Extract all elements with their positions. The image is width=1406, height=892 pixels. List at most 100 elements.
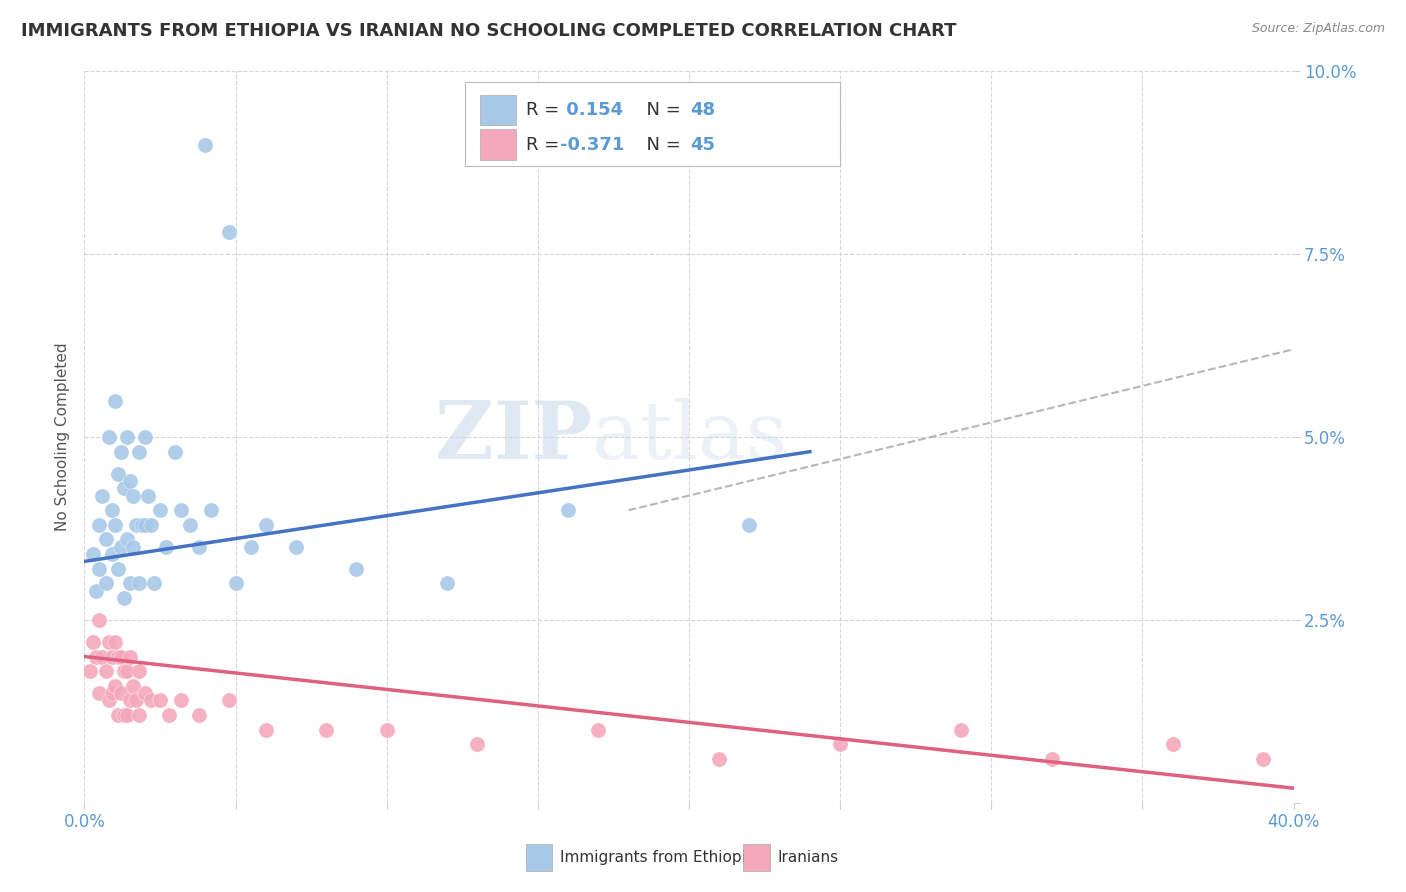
Point [128,664,150,678]
Point [100,686,122,700]
Point [79,664,101,678]
Point [165,444,187,458]
Text: 45: 45 [690,136,716,153]
Point [115,533,138,547]
Point [104,517,127,532]
Bar [744,845,770,871]
Point [94,664,117,678]
Point [115,708,138,723]
Point [107,649,129,664]
Text: 48: 48 [690,101,716,120]
Point [89,517,111,532]
Point [1161,737,1184,751]
Point [131,517,153,532]
Point [115,664,138,678]
Point [200,503,222,517]
Point [155,540,177,554]
Point [112,664,135,678]
Point [118,693,141,707]
Bar [479,95,516,126]
Text: atlas: atlas [592,398,787,476]
Point [194,137,217,152]
Point [142,576,165,591]
Point [134,517,156,532]
Point [118,649,141,664]
Point [225,576,247,591]
Point [254,723,277,737]
Point [118,474,141,488]
Point [89,613,111,627]
Point [1040,752,1063,766]
FancyBboxPatch shape [465,82,841,167]
Point [94,533,117,547]
Point [107,708,129,723]
Point [188,708,211,723]
Point [134,430,156,444]
Bar [479,129,516,160]
Point [315,723,337,737]
Point [112,591,135,605]
Point [436,576,458,591]
Point [112,708,135,723]
Point [110,686,132,700]
Point [136,489,159,503]
Point [91,489,114,503]
Y-axis label: No Schooling Completed: No Schooling Completed [55,343,70,532]
Text: 0.154: 0.154 [560,101,623,120]
Text: N =: N = [634,136,686,153]
Point [100,649,122,664]
Text: R =: R = [526,136,565,153]
Point [170,693,193,707]
Point [128,444,150,458]
Text: IMMIGRANTS FROM ETHIOPIA VS IRANIAN NO SCHOOLING COMPLETED CORRELATION CHART: IMMIGRANTS FROM ETHIOPIA VS IRANIAN NO S… [21,22,956,40]
Point [139,693,162,707]
Point [254,517,277,532]
Point [285,540,308,554]
Point [149,503,172,517]
Point [94,576,117,591]
Text: ZIP: ZIP [436,398,592,476]
Text: Source: ZipAtlas.com: Source: ZipAtlas.com [1251,22,1385,36]
Point [467,737,489,751]
Point [100,547,122,561]
Point [86,583,108,598]
Point [157,708,180,723]
Point [100,503,122,517]
Point [239,540,262,554]
Point [149,693,172,707]
Point [104,393,127,408]
Point [557,503,579,517]
Text: -0.371: -0.371 [560,136,624,153]
Bar [526,845,553,871]
Point [110,444,132,458]
Point [121,679,143,693]
Point [128,708,150,723]
Point [170,503,193,517]
Point [118,576,141,591]
Point [107,562,129,576]
Point [375,723,398,737]
Point [125,517,148,532]
Point [128,576,150,591]
Point [125,693,148,707]
Point [97,430,120,444]
Point [110,540,132,554]
Point [709,752,731,766]
Point [218,225,240,239]
Point [121,540,143,554]
Text: R =: R = [526,101,565,120]
Point [112,481,135,495]
Point [107,467,129,481]
Point [218,693,240,707]
Point [950,723,973,737]
Point [179,517,201,532]
Point [134,686,156,700]
Point [89,686,111,700]
Point [86,649,108,664]
Point [346,562,368,576]
Point [738,517,761,532]
Text: Iranians: Iranians [778,850,838,865]
Point [115,430,138,444]
Point [97,693,120,707]
Point [1253,752,1275,766]
